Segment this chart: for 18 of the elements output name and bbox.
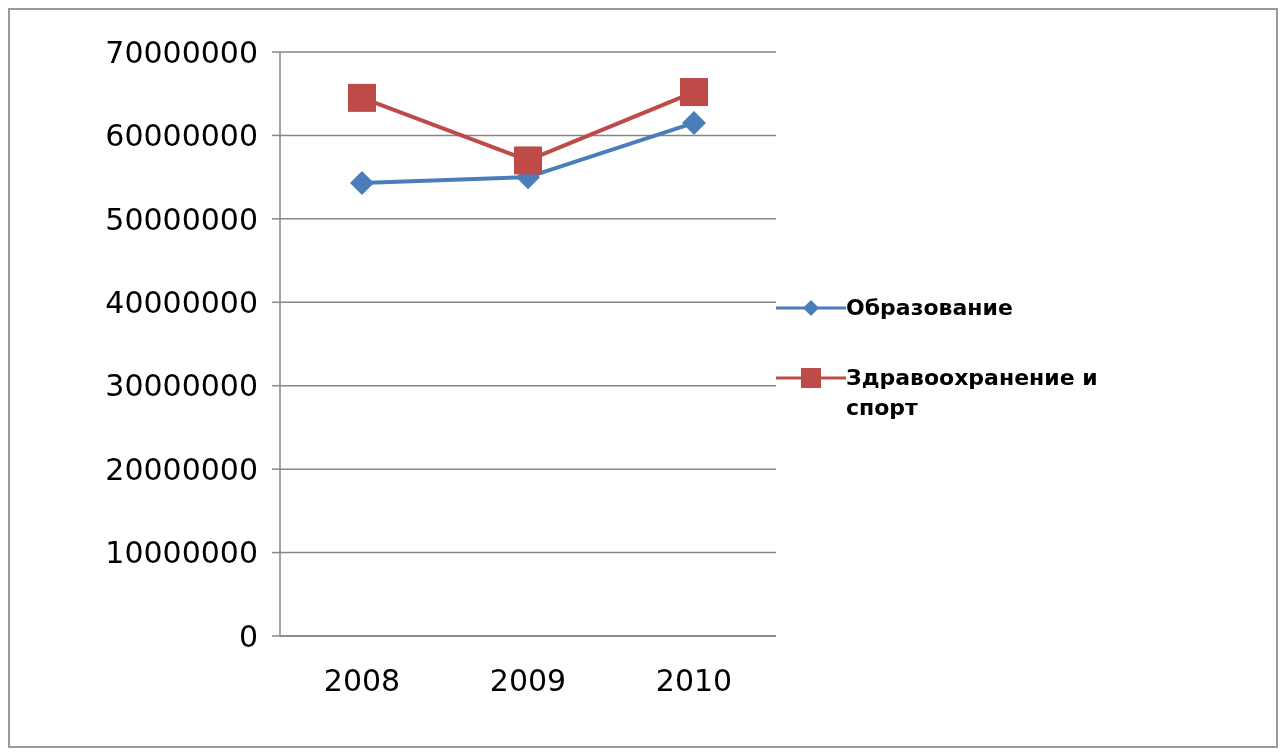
x-tick-label: 2009 — [489, 663, 567, 699]
point — [680, 78, 708, 107]
point — [348, 83, 376, 112]
point — [350, 170, 374, 195]
legend-label: Образование — [846, 294, 1014, 322]
y-tick-label: 70000000 — [105, 34, 258, 70]
x-tick-label: 2010 — [655, 663, 733, 699]
y-tick-label: 30000000 — [105, 368, 258, 404]
y-tick-label: 50000000 — [105, 201, 258, 237]
x-tick-label: 2008 — [323, 663, 401, 699]
y-tick-label: 40000000 — [105, 284, 258, 320]
point — [514, 146, 542, 175]
y-tick-label: 20000000 — [105, 451, 258, 487]
point — [682, 110, 706, 135]
y-tick-label: 10000000 — [105, 535, 258, 571]
legend-label: Здравоохранение и спорт — [846, 364, 1099, 422]
y-tick-label: 60000000 — [105, 118, 258, 154]
y-tick-label: 0 — [238, 618, 258, 654]
